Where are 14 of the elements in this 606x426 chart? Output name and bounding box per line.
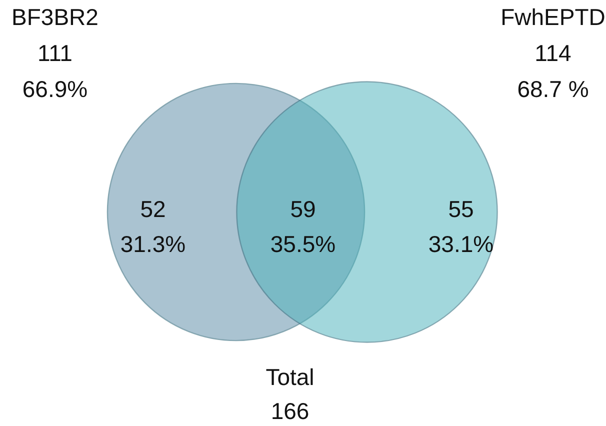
category-label: FwhEPTD [500, 4, 606, 30]
text: 52 [140, 196, 166, 222]
text: 33.1% [428, 231, 494, 257]
data-label: 111 [38, 40, 72, 66]
text: 166 [270, 398, 310, 424]
text: 31.3% [120, 231, 186, 257]
data-label: 114 [534, 40, 572, 66]
text: 68.7 % [517, 76, 589, 102]
text: Total [266, 364, 314, 390]
text: 59 [290, 196, 316, 222]
text: 35.5% [270, 231, 336, 257]
text: 66.9% [22, 76, 88, 102]
text: 55 [448, 196, 474, 222]
category-label: BF3BR2 [12, 4, 98, 30]
